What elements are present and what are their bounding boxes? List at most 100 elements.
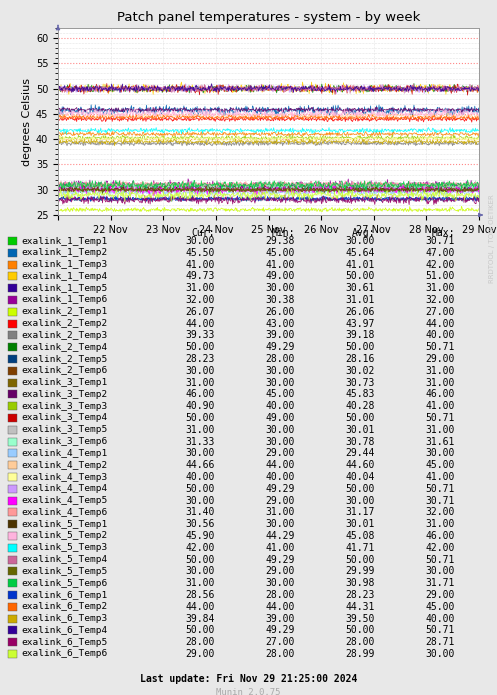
Text: 39.84: 39.84 (185, 614, 215, 623)
Text: exalink_5_Temp2: exalink_5_Temp2 (21, 532, 107, 541)
Text: exalink_6_Temp3: exalink_6_Temp3 (21, 614, 107, 623)
Text: 50.71: 50.71 (425, 342, 455, 352)
Text: exalink_6_Temp2: exalink_6_Temp2 (21, 603, 107, 612)
Text: 30.00: 30.00 (265, 425, 295, 435)
Text: 26.00: 26.00 (265, 306, 295, 317)
Text: 50.00: 50.00 (345, 342, 375, 352)
Text: exalink_1_Temp4: exalink_1_Temp4 (21, 272, 107, 281)
Text: Avg:: Avg: (351, 228, 375, 238)
Text: 31.00: 31.00 (425, 425, 455, 435)
Text: 50.71: 50.71 (425, 555, 455, 564)
Text: 28.23: 28.23 (345, 590, 375, 600)
Text: 41.71: 41.71 (345, 543, 375, 553)
Text: 41.00: 41.00 (265, 543, 295, 553)
Text: 40.90: 40.90 (185, 401, 215, 411)
Text: 30.98: 30.98 (345, 578, 375, 588)
Text: 45.00: 45.00 (425, 602, 455, 612)
Text: 28.99: 28.99 (345, 649, 375, 659)
Text: 28.16: 28.16 (345, 354, 375, 364)
Text: 32.00: 32.00 (425, 295, 455, 305)
Text: Min:: Min: (271, 228, 295, 238)
Text: exalink_1_Temp3: exalink_1_Temp3 (21, 260, 107, 269)
Text: 29.00: 29.00 (265, 566, 295, 576)
Text: exalink_3_Temp5: exalink_3_Temp5 (21, 425, 107, 434)
Text: 49.73: 49.73 (185, 272, 215, 281)
Text: 44.66: 44.66 (185, 460, 215, 471)
Text: 29.00: 29.00 (185, 649, 215, 659)
Text: Max:: Max: (431, 228, 455, 238)
Text: 30.61: 30.61 (345, 283, 375, 293)
Text: 29.38: 29.38 (265, 236, 295, 246)
Text: 31.00: 31.00 (185, 578, 215, 588)
Text: exalink_4_Temp2: exalink_4_Temp2 (21, 461, 107, 470)
Text: 45.00: 45.00 (265, 248, 295, 258)
Text: 32.00: 32.00 (185, 295, 215, 305)
Text: 30.00: 30.00 (265, 283, 295, 293)
Text: 44.00: 44.00 (265, 602, 295, 612)
Text: 50.00: 50.00 (185, 484, 215, 494)
Y-axis label: degrees Celsius: degrees Celsius (21, 78, 32, 165)
Text: 45.08: 45.08 (345, 531, 375, 541)
Text: 50.71: 50.71 (425, 626, 455, 635)
Text: 30.00: 30.00 (265, 366, 295, 376)
Text: 44.29: 44.29 (265, 531, 295, 541)
Text: 29.99: 29.99 (345, 566, 375, 576)
Text: exalink_1_Temp2: exalink_1_Temp2 (21, 248, 107, 257)
Text: 28.00: 28.00 (265, 590, 295, 600)
Text: 31.00: 31.00 (185, 377, 215, 388)
Text: 28.00: 28.00 (265, 649, 295, 659)
Text: 30.00: 30.00 (345, 496, 375, 505)
Text: 29.00: 29.00 (425, 354, 455, 364)
Text: 29.00: 29.00 (265, 496, 295, 505)
Text: 47.00: 47.00 (425, 248, 455, 258)
Text: exalink_6_Temp5: exalink_6_Temp5 (21, 638, 107, 647)
Text: 46.00: 46.00 (425, 389, 455, 400)
Text: 44.00: 44.00 (185, 318, 215, 329)
Text: 30.00: 30.00 (265, 519, 295, 529)
Text: 40.04: 40.04 (345, 472, 375, 482)
Text: 31.61: 31.61 (425, 436, 455, 447)
Text: 39.00: 39.00 (265, 330, 295, 341)
Text: 30.00: 30.00 (185, 566, 215, 576)
Text: 26.06: 26.06 (345, 306, 375, 317)
Text: 50.00: 50.00 (345, 272, 375, 281)
Text: 46.00: 46.00 (425, 531, 455, 541)
Text: 45.83: 45.83 (345, 389, 375, 400)
Text: 31.00: 31.00 (185, 425, 215, 435)
Text: exalink_5_Temp4: exalink_5_Temp4 (21, 555, 107, 564)
Text: exalink_6_Temp1: exalink_6_Temp1 (21, 591, 107, 600)
Text: 30.38: 30.38 (265, 295, 295, 305)
Text: exalink_4_Temp1: exalink_4_Temp1 (21, 449, 107, 458)
Text: exalink_1_Temp6: exalink_1_Temp6 (21, 295, 107, 304)
Text: 30.00: 30.00 (425, 566, 455, 576)
Text: exalink_5_Temp6: exalink_5_Temp6 (21, 579, 107, 588)
Text: 31.01: 31.01 (345, 295, 375, 305)
Text: 41.00: 41.00 (425, 472, 455, 482)
Text: 30.78: 30.78 (345, 436, 375, 447)
Text: 40.28: 40.28 (345, 401, 375, 411)
Text: 40.00: 40.00 (265, 401, 295, 411)
Text: 41.00: 41.00 (185, 260, 215, 270)
Text: 49.29: 49.29 (265, 342, 295, 352)
Text: 30.00: 30.00 (265, 578, 295, 588)
Text: 31.00: 31.00 (425, 377, 455, 388)
Text: exalink_2_Temp3: exalink_2_Temp3 (21, 331, 107, 340)
Text: 41.01: 41.01 (345, 260, 375, 270)
Text: exalink_5_Temp1: exalink_5_Temp1 (21, 520, 107, 529)
Text: exalink_4_Temp5: exalink_4_Temp5 (21, 496, 107, 505)
Text: exalink_6_Temp6: exalink_6_Temp6 (21, 650, 107, 658)
Text: 30.00: 30.00 (185, 448, 215, 459)
Text: exalink_1_Temp5: exalink_1_Temp5 (21, 284, 107, 293)
Text: exalink_5_Temp3: exalink_5_Temp3 (21, 543, 107, 553)
Text: 30.00: 30.00 (265, 436, 295, 447)
Text: 30.00: 30.00 (425, 448, 455, 459)
Text: 42.00: 42.00 (425, 260, 455, 270)
Text: 44.60: 44.60 (345, 460, 375, 471)
Text: Munin 2.0.75: Munin 2.0.75 (216, 688, 281, 695)
Text: 39.00: 39.00 (265, 614, 295, 623)
Text: exalink_4_Temp3: exalink_4_Temp3 (21, 473, 107, 482)
Text: 45.00: 45.00 (425, 460, 455, 471)
Text: 50.00: 50.00 (345, 484, 375, 494)
Text: 42.00: 42.00 (185, 543, 215, 553)
Text: 50.00: 50.00 (185, 555, 215, 564)
